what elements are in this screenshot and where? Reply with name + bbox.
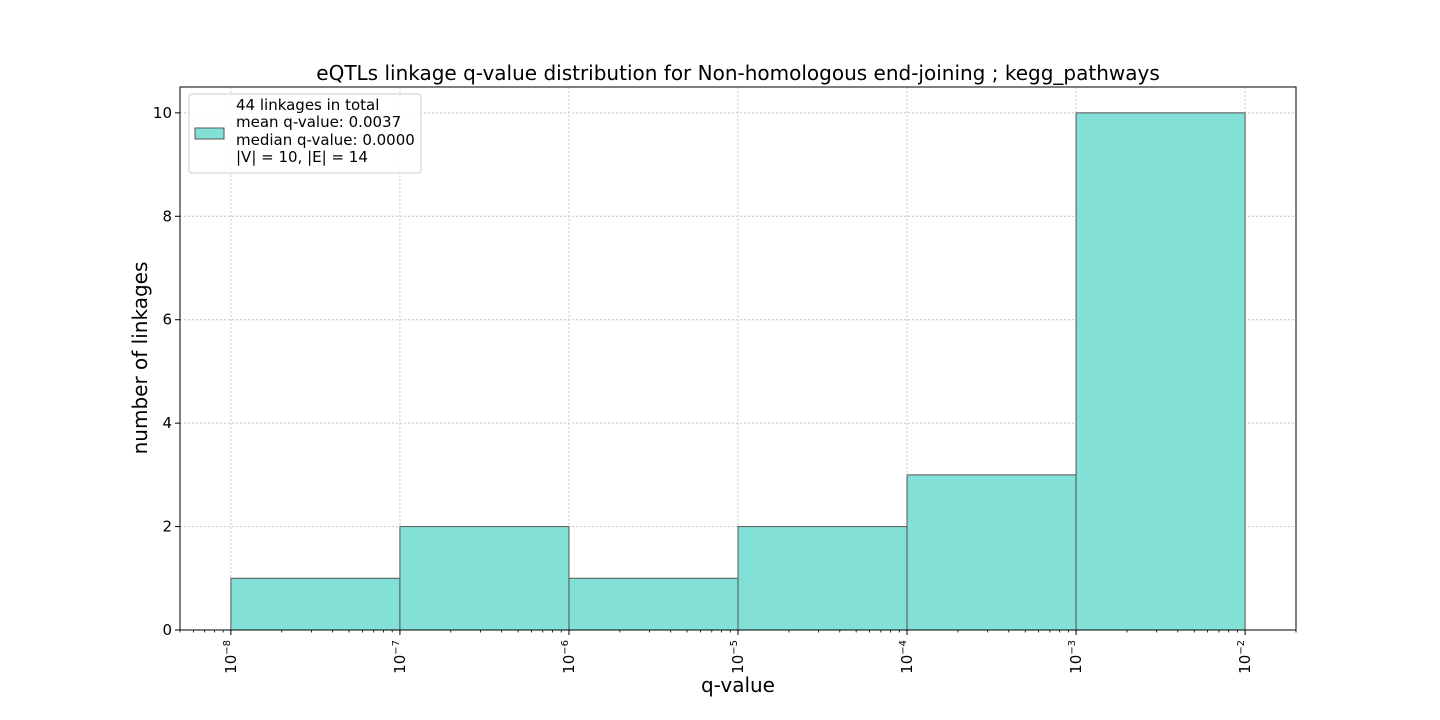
y-tick-label: 4 [162,414,172,432]
legend-line: 44 linkages in total [236,96,379,114]
legend-frame [188,93,422,174]
histogram-bar [737,526,908,631]
y-tick-label: 8 [162,207,172,225]
x-tick-label: 10−2 [1236,640,1254,674]
x-tick-label: 10−3 [1067,640,1085,674]
y-tick-label: 2 [162,518,172,536]
x-axis-ticks: 10−8 10−7 10−6 10−5 10−4 10−3 10−2 [179,630,1297,674]
x-tick-label: 10−4 [898,640,916,674]
x-tick-label: 10−5 [729,640,747,674]
x-tick-label: 10−8 [222,640,240,674]
histogram-bar [906,474,1077,631]
chart-title: eQTLs linkage q-value distribution for N… [316,61,1159,85]
y-axis-ticks: 0 2 4 6 8 10 [153,104,180,639]
histogram-bar [230,577,401,631]
x-tick-label: 10−7 [391,640,409,674]
legend-line: |V| = 10, |E| = 14 [236,148,368,166]
histogram-bar [399,526,570,631]
x-tick-label: 10−6 [560,640,578,674]
legend-line: mean q-value: 0.0037 [236,113,401,131]
x-axis-label: q-value [701,673,775,697]
legend-line: median q-value: 0.0000 [236,131,415,149]
histogram-bar [568,577,739,631]
histogram-bar [1075,112,1246,631]
y-tick-label: 6 [162,311,172,329]
y-tick-label: 10 [153,104,172,122]
y-tick-label: 0 [162,621,172,639]
histogram-bars [230,112,1246,631]
legend-swatch [194,127,225,140]
y-axis-label: number of linkages [128,262,152,455]
legend: 44 linkages in total mean q-value: 0.003… [188,93,422,174]
